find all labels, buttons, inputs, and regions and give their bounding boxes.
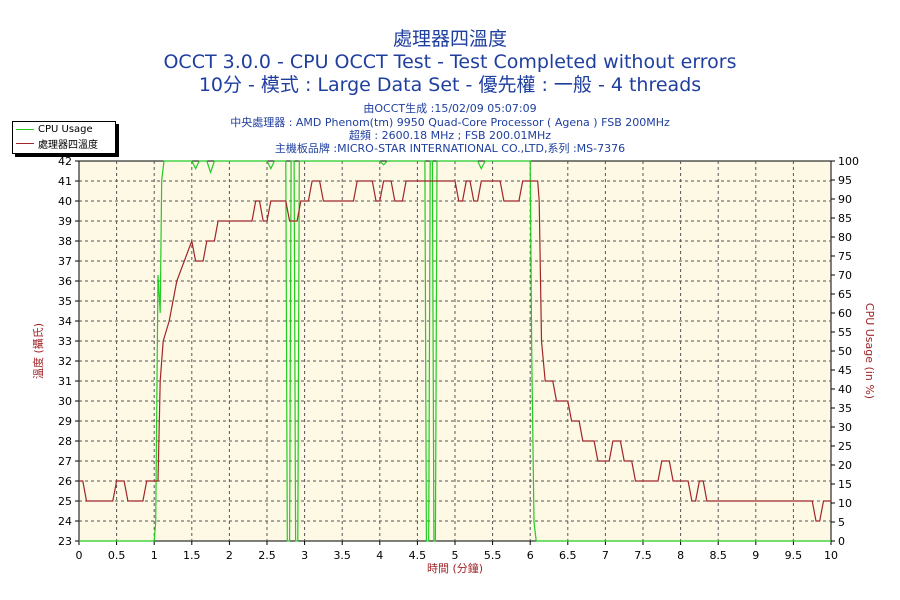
y-right-tick-label: 65	[838, 288, 852, 301]
y-right-tick-label: 85	[838, 212, 852, 225]
x-tick-label: 4.5	[409, 549, 427, 562]
x-tick-label: 5.5	[484, 549, 502, 562]
y-left-tick-label: 42	[58, 155, 72, 168]
y-left-tick-label: 28	[58, 435, 72, 448]
y-right-tick-label: 40	[838, 383, 852, 396]
y-left-tick-label: 34	[58, 315, 72, 328]
y-right-tick-label: 60	[838, 307, 852, 320]
y-left-tick-label: 38	[58, 235, 72, 248]
plot-area	[78, 160, 832, 542]
y-right-tick-label: 0	[838, 535, 845, 548]
legend-item-temperature: 處理器四溫度	[13, 136, 115, 151]
y-right-tick-label: 10	[838, 497, 852, 510]
y-right-tick-label: 55	[838, 326, 852, 339]
x-tick-label: 7.5	[634, 549, 652, 562]
y-left-tick-label: 39	[58, 215, 72, 228]
x-tick-label: 1	[151, 549, 158, 562]
info-motherboard: 主機板品牌 :MICRO-STAR INTERNATIONAL CO.,LTD,…	[274, 142, 626, 155]
x-tick-label: 2	[226, 549, 233, 562]
info-generated: 由OCCT生成 :15/02/09 05:07:09	[363, 102, 537, 115]
y-left-tick-label: 25	[58, 495, 72, 508]
x-tick-label: 8	[677, 549, 684, 562]
x-tick-label: 9	[752, 549, 759, 562]
y-left-tick-label: 31	[58, 375, 72, 388]
x-tick-label: 5	[452, 549, 459, 562]
y-right-tick-label: 90	[838, 193, 852, 206]
y-left-tick-label: 27	[58, 455, 72, 468]
y-right-tick-label: 45	[838, 364, 852, 377]
x-tick-labels: 0 0.5 1 1.5 2 2.5 3 3.5 4 4.5 5 5.5 6 6.5 7 7.5 8 8.5 9 9.5…	[76, 541, 838, 562]
info-cpu: 中央處理器 : AMD Phenom(tm) 9950 Quad-Core Pr…	[230, 116, 670, 129]
y-left-tick-label: 30	[58, 395, 72, 408]
chart-subtitle-mode: 10分 - 模式 : Large Data Set - 優先權 : 一般 - 4…	[198, 74, 702, 96]
x-tick-label: 3	[301, 549, 308, 562]
x-tick-label: 8.5	[709, 549, 727, 562]
y-right-tick-label: 100	[838, 155, 859, 168]
x-tick-label: 2.5	[258, 549, 276, 562]
x-tick-label: 10	[824, 549, 838, 562]
y-left-tick-labels: 23 24 25 26 27 28 29 30 31 32 33 34 35 36 37 38 39 40 41 42	[58, 155, 79, 548]
legend-label-cpu: CPU Usage	[38, 123, 93, 135]
x-tick-label: 6	[527, 549, 534, 562]
y-right-tick-label: 50	[838, 345, 852, 358]
y-right-tick-label: 95	[838, 174, 852, 187]
y-left-axis-label: 溫度 (攝氏)	[31, 323, 45, 379]
chart-subtitle-test: OCCT 3.0.0 - CPU OCCT Test - Test Comple…	[163, 51, 737, 73]
y-right-tick-label: 80	[838, 231, 852, 244]
x-tick-label: 7	[602, 549, 609, 562]
y-left-tick-label: 23	[58, 535, 72, 548]
y-left-tick-label: 37	[58, 255, 72, 268]
x-tick-label: 1.5	[183, 549, 201, 562]
y-right-tick-label: 70	[838, 269, 852, 282]
series-layer	[79, 160, 831, 542]
legend-swatch-cpu	[16, 128, 34, 130]
x-tick-label: 6.5	[559, 549, 577, 562]
y-right-tick-labels: 0 5 10 15 20 25 30 35 40 45 50 55 60 65 70 75 80 85 90 95 10…	[831, 155, 859, 548]
y-left-tick-label: 26	[58, 475, 72, 488]
legend-label-temp: 處理器四溫度	[38, 139, 98, 151]
x-tick-label: 3.5	[333, 549, 351, 562]
info-frequency: 超頻 : 2600.18 MHz ; FSB 200.01MHz	[348, 129, 552, 142]
y-left-tick-label: 33	[58, 335, 72, 348]
y-left-tick-label: 40	[58, 195, 72, 208]
grid-lines	[79, 161, 831, 541]
y-left-tick-label: 35	[58, 295, 72, 308]
y-left-tick-label: 41	[58, 175, 72, 188]
legend-item-cpu-usage: CPU Usage	[13, 122, 115, 136]
y-right-tick-label: 5	[838, 516, 845, 529]
legend: CPU Usage 處理器四溫度	[12, 121, 116, 154]
chart-title: 處理器四溫度	[392, 28, 507, 50]
series-line-temperature	[79, 180, 831, 522]
y-left-tick-label: 36	[58, 275, 72, 288]
series-line-cpu-usage	[79, 160, 831, 542]
x-tick-label: 0	[76, 549, 83, 562]
y-left-tick-label: 32	[58, 355, 72, 368]
y-right-tick-label: 75	[838, 250, 852, 263]
y-right-tick-label: 30	[838, 421, 852, 434]
y-right-tick-label: 35	[838, 402, 852, 415]
legend-swatch-temp	[16, 142, 34, 144]
y-left-tick-label: 24	[58, 515, 72, 528]
y-right-tick-label: 15	[838, 478, 852, 491]
y-right-tick-label: 20	[838, 459, 852, 472]
x-tick-label: 9.5	[785, 549, 803, 562]
y-right-axis-label: CPU Usage (in %)	[863, 303, 876, 399]
y-right-tick-label: 25	[838, 440, 852, 453]
x-tick-label: 0.5	[108, 549, 126, 562]
x-axis-label: 時間 (分鐘)	[427, 561, 483, 575]
x-tick-label: 4	[376, 549, 383, 562]
y-left-tick-label: 29	[58, 415, 72, 428]
